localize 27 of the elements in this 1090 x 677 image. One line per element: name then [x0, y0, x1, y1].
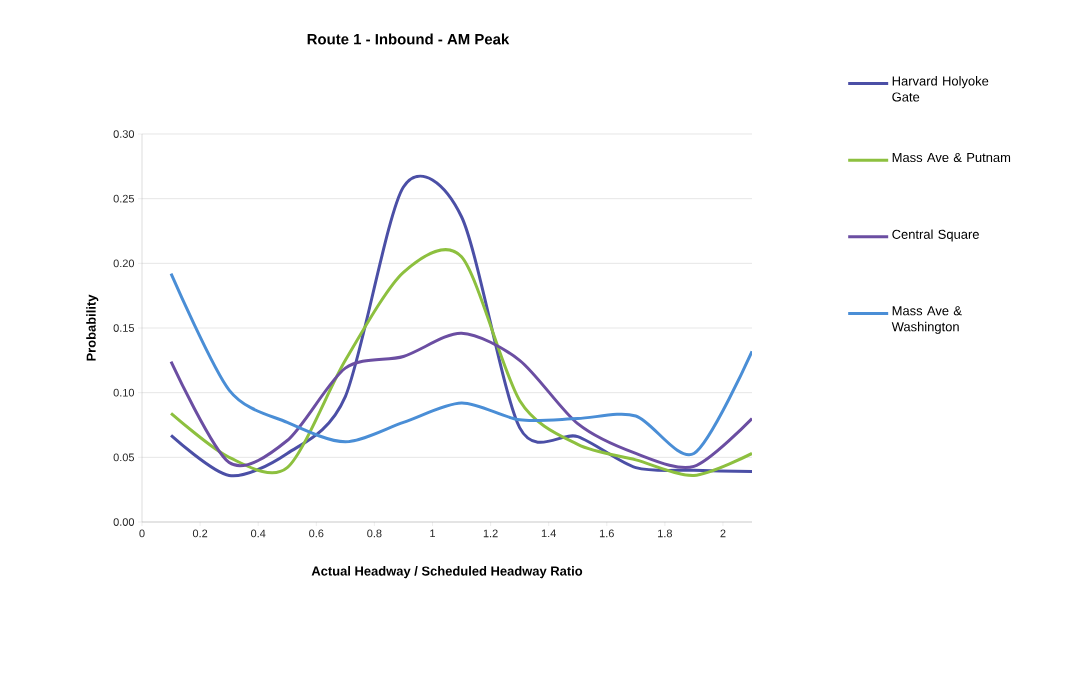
legend-label: Mass Ave & Putnam [892, 152, 1011, 163]
y-tick-label: 0.15 [113, 324, 135, 332]
x-tick-label: 0.2 [192, 529, 208, 538]
y-tick-label: 0.05 [113, 453, 135, 462]
x-tick-label: 1 [430, 529, 435, 538]
x-tick-label: 0.6 [309, 529, 324, 538]
y-axis-title: Probability [86, 294, 99, 361]
legend-label: Harvard Holyoke Gate [892, 76, 989, 102]
x-tick-label: 0.4 [251, 529, 266, 538]
y-tick-label: 0.10 [113, 388, 135, 397]
y-tick-label: 0.20 [113, 259, 135, 268]
line-series [169, 331, 753, 469]
y-tick-label: 0.25 [113, 194, 135, 203]
x-tick-label: 0.8 [367, 529, 382, 538]
x-tick-label: 1.4 [541, 529, 556, 538]
x-tick-label: 1.2 [483, 529, 498, 538]
x-tick-label: 1.8 [658, 529, 672, 538]
y-tick-label: 0.00 [113, 518, 135, 526]
x-tick-label: 1.6 [599, 529, 614, 538]
x-axis-title: Actual Headway / Scheduled Headway Ratio [311, 566, 583, 579]
x-tick-label: 0 [139, 529, 145, 538]
legend-label: Mass Ave & Washington [891, 306, 962, 334]
line-series [169, 272, 753, 456]
chart-title: Route 1 - Inbound - AM Peak [307, 33, 510, 45]
y-tick-label: 0.30 [113, 130, 135, 138]
legend-label: Central Square [892, 229, 979, 242]
x-tick-label: 2 [720, 529, 726, 538]
